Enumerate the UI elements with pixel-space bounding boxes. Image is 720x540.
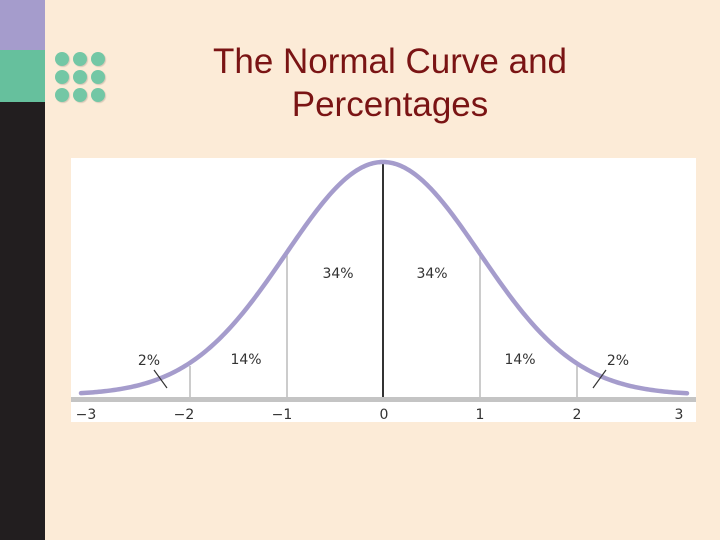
tick-label-plus3: 3 xyxy=(675,407,684,422)
dot xyxy=(55,88,69,102)
dot xyxy=(55,52,69,66)
slide-title-line1: The Normal Curve and xyxy=(212,42,568,81)
area-label-right-mid: 14% xyxy=(504,352,535,368)
dot xyxy=(55,70,69,84)
dot xyxy=(91,52,105,66)
area-label-left-mid: 14% xyxy=(230,352,261,368)
pointer-left-outer xyxy=(153,369,168,389)
sidebar-purple-block xyxy=(0,0,45,50)
area-label-left-inner: 34% xyxy=(322,266,353,282)
area-label-right-inner: 34% xyxy=(416,266,447,282)
tick-label-minus1: −1 xyxy=(272,407,293,422)
dot xyxy=(91,88,105,102)
bell-curve xyxy=(78,159,690,396)
area-label-left-outer: 2% xyxy=(138,353,160,369)
sidebar-green-block xyxy=(0,50,45,102)
tick-label-minus2: −2 xyxy=(174,407,195,422)
tick-label-plus2: 2 xyxy=(573,407,582,422)
normal-curve-panel: 34% 34% 14% 14% 2% 2% −3 −2 −1 0 1 2 3 xyxy=(71,158,696,423)
area-label-right-outer: 2% xyxy=(607,353,629,369)
x-axis xyxy=(71,397,696,402)
slide-title: The Normal Curve and Percentages xyxy=(140,40,640,126)
dot xyxy=(91,70,105,84)
tick-label-0: 0 xyxy=(380,407,389,422)
pointer-right-outer xyxy=(592,369,607,389)
tick-label-plus1: 1 xyxy=(476,407,485,422)
normal-curve-diagram: 34% 34% 14% 14% 2% 2% −3 −2 −1 0 1 2 3 xyxy=(71,159,696,423)
slide-title-line2: Percentages xyxy=(291,85,489,124)
tick-label-minus3: −3 xyxy=(76,407,97,422)
dot xyxy=(73,70,87,84)
dot xyxy=(73,52,87,66)
dot xyxy=(73,88,87,102)
